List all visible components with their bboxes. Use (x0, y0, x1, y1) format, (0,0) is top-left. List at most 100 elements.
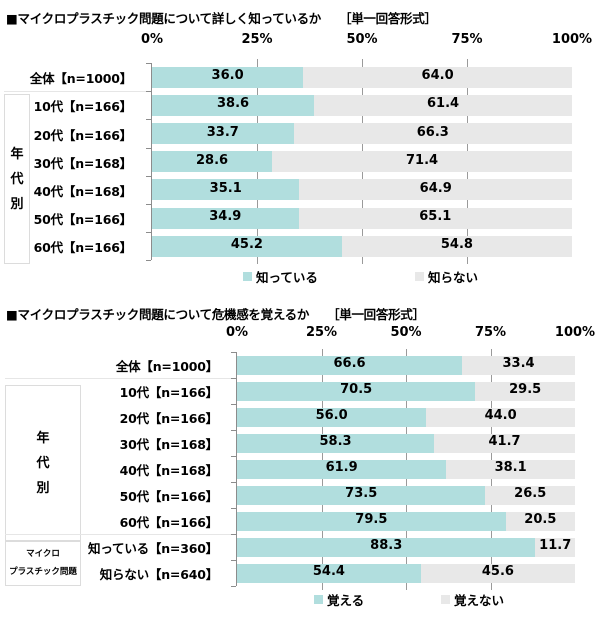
y-axis-line (236, 352, 237, 586)
group-separator (5, 378, 237, 379)
bar-segment-positive (152, 94, 315, 116)
category-label: 50代【n=166】 (33, 212, 133, 228)
gridline (321, 348, 323, 356)
data-label: 45.6 (481, 564, 514, 579)
data-label: 38.1 (494, 460, 527, 475)
gridline (467, 172, 468, 180)
gridline (406, 400, 407, 408)
x-tick-label: 0% (140, 32, 164, 47)
x-tick-label: 50% (390, 325, 422, 340)
group-label-line: プラスチック問題 (9, 567, 77, 577)
gridline (406, 478, 407, 486)
gridline (362, 228, 363, 236)
bar-segment-negative (485, 485, 575, 505)
category-label: 60代【n=166】 (119, 515, 219, 530)
gridline (257, 59, 258, 67)
bar-segment-negative (434, 433, 575, 453)
legend-label: 知っている (256, 270, 318, 285)
format-note: ［単一回答形式］ (327, 307, 425, 322)
microplastic-group-box: マイクロ プラスチック問題 (5, 540, 81, 586)
legend-item: 知らない (415, 267, 478, 286)
y-axis-tick (146, 260, 151, 262)
category-label: 10代【n=166】 (33, 99, 133, 115)
bar-segment-negative (299, 179, 572, 201)
x-tick-label: 100% (554, 325, 596, 340)
bar-segment-negative (446, 459, 575, 479)
group-label-char: 別 (10, 196, 24, 212)
y-axis-tick (231, 482, 236, 483)
bar-segment-negative (426, 407, 575, 427)
data-label: 66.3 (416, 124, 449, 140)
gridline (362, 200, 363, 208)
gridline (321, 530, 323, 538)
category-label: 知らない【n=640】 (99, 567, 218, 582)
data-label: 11.7 (539, 538, 572, 553)
group-label-char: 年 (10, 146, 24, 162)
gridline (321, 374, 323, 382)
data-label: 33.7 (206, 124, 239, 140)
data-label: 44.0 (484, 408, 517, 423)
category-label: 30代【n=168】 (119, 437, 219, 452)
gridline (321, 504, 323, 512)
age-group-box: 年 代 別 (4, 94, 30, 264)
gridline (467, 256, 468, 264)
x-tick-label: 0% (225, 325, 249, 340)
gridline (467, 200, 468, 208)
data-label: 38.6 (217, 96, 250, 112)
gridline (321, 426, 323, 434)
category-label: 30代【n=168】 (33, 155, 133, 171)
gridline (362, 172, 363, 180)
gridline (406, 582, 407, 590)
data-label: 64.9 (419, 180, 452, 196)
chart-title: ■マイクロプラスチック問題について詳しく知っているか ［単一回答形式］ (6, 8, 437, 27)
bar-segment-positive (237, 485, 486, 505)
chart-title-text: ■マイクロプラスチック問題について詳しく知っているか (6, 11, 322, 26)
bar-segment-positive (237, 381, 476, 401)
gridline (467, 144, 468, 152)
data-label: 35.1 (209, 180, 242, 196)
legend-swatch (441, 595, 450, 604)
gridline (257, 144, 258, 152)
y-axis-tick (231, 404, 236, 405)
bar-segment-negative (535, 537, 575, 557)
gridline (321, 556, 323, 564)
group-label-char: 年 (36, 431, 50, 446)
data-label: 88.3 (370, 538, 403, 553)
x-tick-label: 75% (451, 32, 483, 47)
chart-knowledge: ■マイクロプラスチック問題について詳しく知っているか ［単一回答形式］ 年 代 別… (0, 0, 600, 300)
category-label: 20代【n=166】 (33, 127, 133, 143)
y-axis-tick (231, 456, 236, 457)
gridline (490, 400, 492, 408)
gridline (406, 452, 407, 460)
bar-segment-positive (152, 66, 304, 88)
data-label: 64.0 (421, 68, 454, 84)
gridline (321, 452, 323, 460)
gridline (362, 115, 363, 123)
bar-segment-negative (475, 381, 575, 401)
category-label: 全体【n=1000】 (29, 71, 132, 87)
legend-item: 覚える (314, 590, 364, 609)
bar-segment-positive (237, 537, 536, 557)
x-tick-label: 75% (474, 325, 507, 340)
data-label: 70.5 (340, 382, 373, 397)
gridline (362, 144, 363, 152)
gridline (467, 87, 468, 95)
gridline (362, 59, 363, 67)
bar-segment-positive (237, 459, 447, 479)
data-label: 79.5 (355, 512, 388, 527)
gridline (257, 228, 258, 236)
category-label: 知っている【n=360】 (88, 541, 218, 556)
data-label: 65.1 (419, 209, 452, 225)
legend-item: 覚えない (441, 590, 504, 609)
gridline (490, 452, 492, 460)
gridline (490, 556, 492, 564)
bar-segment-positive (152, 235, 342, 257)
data-label: 56.0 (315, 408, 348, 423)
category-label: 40代【n=168】 (33, 183, 133, 199)
category-label: 全体【n=1000】 (115, 359, 218, 374)
bar-segment-negative (303, 66, 572, 88)
y-axis-tick (146, 63, 151, 64)
y-axis-tick (231, 586, 236, 587)
category-label: 50代【n=166】 (119, 489, 219, 504)
y-axis-tick (231, 430, 236, 431)
